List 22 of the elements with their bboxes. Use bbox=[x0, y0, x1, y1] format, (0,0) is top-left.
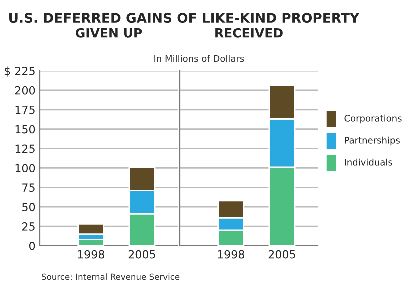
x-tick-label: 2005 bbox=[128, 250, 156, 259]
legend-label: Individuals bbox=[345, 158, 392, 166]
y-tick-label: 200 bbox=[15, 86, 36, 95]
legend-label: Partnerships bbox=[345, 136, 400, 146]
chart-title: U.S. DEFERRED GAINS OF LIKE-KIND PROPERTY bbox=[10, 13, 360, 24]
source-note: Source: Internal Revenue Service bbox=[42, 274, 180, 280]
x-tick-label: 2005 bbox=[268, 250, 296, 259]
y-tick-label: 0 bbox=[29, 242, 36, 250]
y-tick-label: 50 bbox=[22, 203, 36, 212]
y-tick-label: 150 bbox=[16, 125, 36, 134]
y-tick-label: 25 bbox=[22, 222, 35, 231]
y-tick-label: 100 bbox=[16, 164, 36, 173]
chart-subtitle: GIVEN UP bbox=[76, 28, 142, 38]
x-tick-label: 1998 bbox=[78, 250, 104, 259]
y-tick-label: 125 bbox=[16, 144, 35, 154]
chart-title: RECEIVED bbox=[216, 28, 283, 38]
y-tick-label: 75 bbox=[22, 184, 35, 192]
y-tick-label: 175 bbox=[16, 106, 35, 114]
x-tick-label: 1998 bbox=[218, 250, 244, 259]
legend-label: Corporations bbox=[344, 114, 402, 124]
y-tick-label: $ 225 bbox=[4, 66, 35, 77]
text: In Millions of Dollars bbox=[154, 55, 244, 62]
